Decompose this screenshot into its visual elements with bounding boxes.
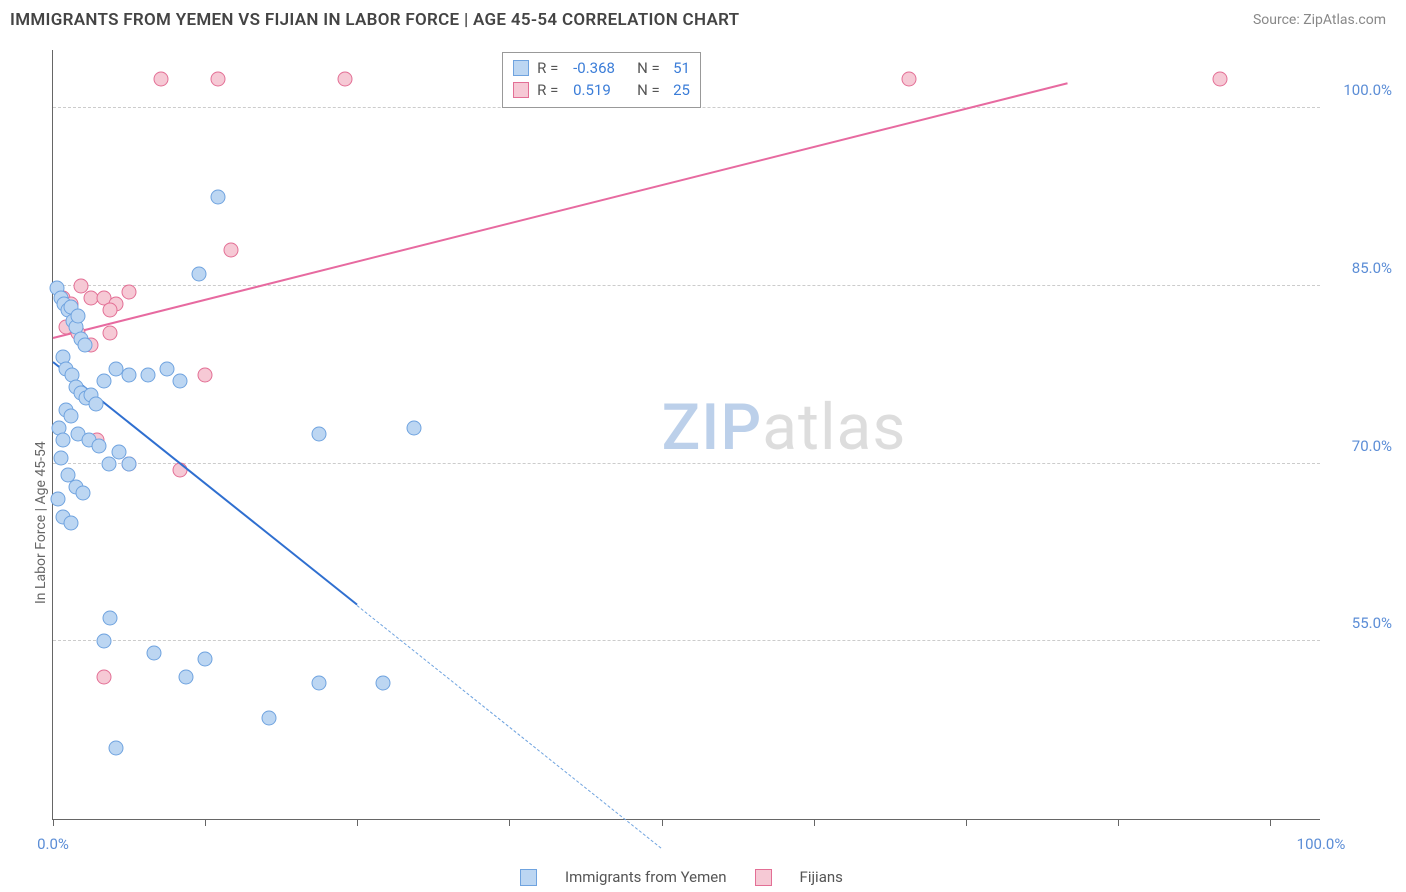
- data-point: [312, 675, 327, 690]
- data-point: [109, 740, 124, 755]
- y-axis-label: In Labor Force | Age 45-54: [33, 442, 49, 605]
- x-tick-label: 100.0%: [1297, 835, 1346, 853]
- data-point: [337, 71, 352, 86]
- stat-value-n-a: 51: [673, 59, 690, 77]
- data-point: [56, 432, 71, 447]
- data-point: [77, 338, 92, 353]
- stat-label-n: N =: [637, 81, 665, 99]
- data-point: [122, 367, 137, 382]
- data-point: [210, 71, 225, 86]
- data-point: [198, 652, 213, 667]
- stat-value-r-b: 0.519: [573, 81, 629, 99]
- data-point: [103, 610, 118, 625]
- trend-line: [53, 83, 1068, 340]
- data-point: [172, 373, 187, 388]
- x-tick-label: 0.0%: [37, 835, 69, 853]
- stats-row-series-b: R = 0.519 N = 25: [513, 79, 690, 101]
- stat-label-n: N =: [637, 59, 665, 77]
- x-tick: [662, 819, 663, 826]
- chart-plot-area: 55.0%70.0%85.0%100.0%0.0%100.0%In Labor …: [52, 50, 1320, 820]
- data-point: [63, 515, 78, 530]
- x-tick: [357, 819, 358, 826]
- chart-title: IMMIGRANTS FROM YEMEN VS FIJIAN IN LABOR…: [10, 10, 739, 30]
- gridline: [53, 640, 1320, 641]
- data-point: [407, 421, 422, 436]
- data-point: [96, 634, 111, 649]
- data-point: [312, 427, 327, 442]
- data-point: [261, 711, 276, 726]
- data-point: [179, 669, 194, 684]
- data-point: [53, 450, 68, 465]
- x-tick: [205, 819, 206, 826]
- x-tick: [1118, 819, 1119, 826]
- y-tick-label: 55.0%: [1328, 614, 1392, 632]
- stat-label-r: R =: [537, 81, 565, 99]
- legend-swatch-yemen: [513, 60, 529, 76]
- data-point: [63, 409, 78, 424]
- correlation-stats-box: R = -0.368 N = 51 R = 0.519 N = 25: [502, 52, 701, 108]
- legend-swatch-fijians: [513, 82, 529, 98]
- data-point: [122, 284, 137, 299]
- stat-value-n-b: 25: [673, 81, 690, 99]
- trend-line: [357, 605, 662, 849]
- legend-swatch-yemen: [520, 869, 537, 886]
- data-point: [96, 373, 111, 388]
- data-point: [89, 397, 104, 412]
- legend-label-fijians: Fijians: [800, 868, 843, 886]
- x-tick: [53, 819, 54, 826]
- data-point: [51, 492, 66, 507]
- data-point: [223, 243, 238, 258]
- legend-label-yemen: Immigrants from Yemen: [565, 868, 727, 886]
- y-tick-label: 70.0%: [1328, 437, 1392, 455]
- source-label: Source: ZipAtlas.com: [1253, 12, 1386, 28]
- x-tick: [966, 819, 967, 826]
- data-point: [191, 267, 206, 282]
- data-point: [375, 675, 390, 690]
- data-point: [122, 456, 137, 471]
- stat-label-r: R =: [537, 59, 565, 77]
- data-point: [103, 326, 118, 341]
- watermark: ZIPatlas: [662, 390, 907, 465]
- stat-value-r-a: -0.368: [573, 59, 629, 77]
- data-point: [160, 361, 175, 376]
- gridline: [53, 463, 1320, 464]
- data-point: [76, 486, 91, 501]
- data-point: [210, 190, 225, 205]
- y-tick-label: 85.0%: [1328, 259, 1392, 277]
- stats-row-series-a: R = -0.368 N = 51: [513, 57, 690, 79]
- data-point: [141, 367, 156, 382]
- x-tick: [1270, 819, 1271, 826]
- x-tick: [509, 819, 510, 826]
- data-point: [1212, 71, 1227, 86]
- legend-swatch-fijians: [755, 869, 772, 886]
- data-point: [901, 71, 916, 86]
- data-point: [71, 308, 86, 323]
- data-point: [147, 646, 162, 661]
- data-point: [153, 71, 168, 86]
- data-point: [91, 438, 106, 453]
- data-point: [96, 669, 111, 684]
- y-tick-label: 100.0%: [1328, 81, 1392, 99]
- bottom-legend: Immigrants from Yemen Fijians: [520, 868, 843, 886]
- x-tick: [814, 819, 815, 826]
- data-point: [198, 367, 213, 382]
- data-point: [101, 456, 116, 471]
- gridline: [53, 285, 1320, 286]
- data-point: [103, 302, 118, 317]
